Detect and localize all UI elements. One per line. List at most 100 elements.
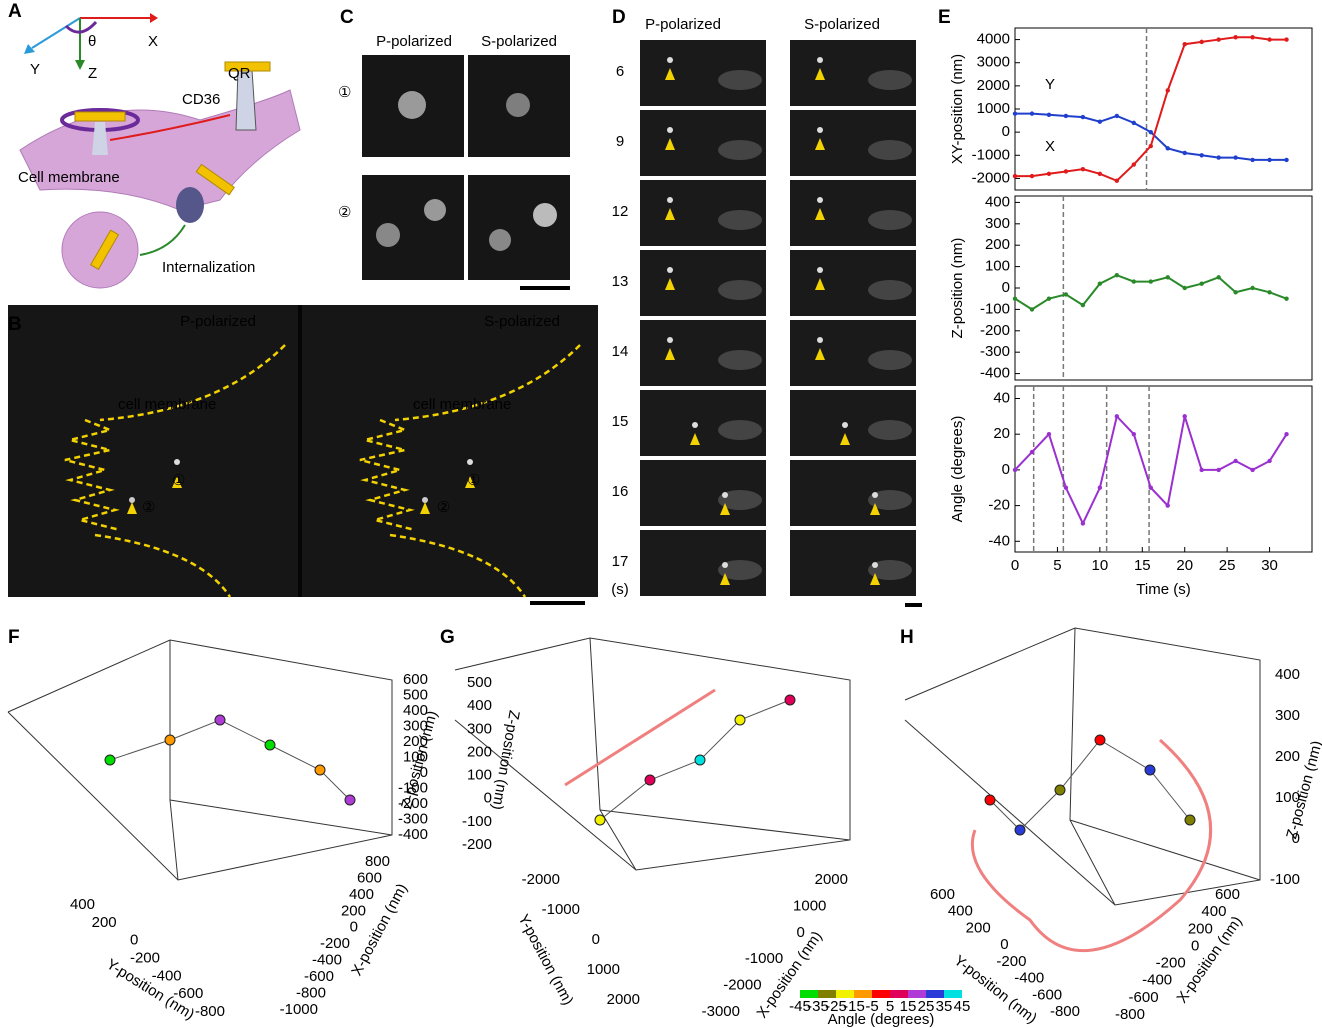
tick-label: 400 xyxy=(349,886,374,903)
label: (s) xyxy=(611,581,629,598)
cell-glow xyxy=(868,350,912,370)
tick-label: 400 xyxy=(70,896,95,913)
series-point xyxy=(1081,115,1085,119)
series-point xyxy=(1284,432,1288,436)
series-point xyxy=(1233,35,1237,39)
series-point xyxy=(1047,172,1051,176)
spot xyxy=(817,57,823,63)
tick-label: 0 xyxy=(1000,936,1008,953)
spot xyxy=(817,127,823,133)
trajectory-point xyxy=(735,715,745,725)
panel-d-images xyxy=(640,40,916,596)
series-point xyxy=(1030,174,1034,178)
spot xyxy=(817,337,823,343)
series-point xyxy=(1199,468,1203,472)
cell-glow xyxy=(868,140,912,160)
y-tick-label: -20 xyxy=(988,497,1010,514)
trajectory-point xyxy=(595,815,605,825)
tick-label: 600 xyxy=(403,671,428,688)
trajectory-point xyxy=(265,740,275,750)
series-point xyxy=(1250,35,1254,39)
label: ② xyxy=(437,499,450,516)
axis-label: Z-position (nm) xyxy=(488,709,522,811)
series-point xyxy=(1199,40,1203,44)
cell-glow xyxy=(718,140,762,160)
series-point xyxy=(1216,37,1220,41)
tick-label: -600 xyxy=(1129,989,1159,1006)
series-point xyxy=(1149,130,1153,134)
series-point xyxy=(1013,468,1017,472)
tick-label: 500 xyxy=(467,674,492,691)
series-point xyxy=(1284,296,1288,300)
series-point xyxy=(1030,450,1034,454)
series-point xyxy=(1199,282,1203,286)
label: P-polarized xyxy=(645,16,721,33)
cell-glow xyxy=(718,420,762,440)
tick-label: -400 xyxy=(1142,972,1172,989)
spot xyxy=(667,267,673,273)
series-point xyxy=(1267,37,1271,41)
series-point xyxy=(1115,414,1119,418)
tick-label: 600 xyxy=(930,886,955,903)
tick-label: 200 xyxy=(1188,920,1213,937)
tick-label: -400 xyxy=(1014,970,1044,987)
trajectory-point xyxy=(645,775,655,785)
trajectory-point xyxy=(695,755,705,765)
series-point xyxy=(1149,279,1153,283)
spot xyxy=(722,492,728,498)
trajectory-point xyxy=(1095,735,1105,745)
series-line xyxy=(1015,114,1287,160)
tick-label: -3000 xyxy=(702,1003,740,1020)
x-tick-label: 30 xyxy=(1261,557,1278,574)
y-axis-label: Angle (degrees) xyxy=(949,416,966,523)
tick-label: -200 xyxy=(1156,955,1186,972)
series-point xyxy=(1233,459,1237,463)
time-label: 16 xyxy=(612,483,629,500)
colorbar-swatch xyxy=(944,990,962,998)
tick-label: -400 xyxy=(312,952,342,969)
spot xyxy=(667,127,673,133)
label: ① xyxy=(172,472,185,489)
spot xyxy=(667,337,673,343)
plot-frame xyxy=(1015,28,1312,190)
series-point xyxy=(1098,486,1102,490)
cell-glow xyxy=(718,70,762,90)
panel-label: B xyxy=(8,314,22,335)
spot xyxy=(692,422,698,428)
trajectory-point xyxy=(165,735,175,745)
label: cell membrane xyxy=(413,396,511,413)
cell-glow xyxy=(868,280,912,300)
trajectory-point xyxy=(1015,825,1025,835)
tick-label: -400 xyxy=(398,826,428,843)
trajectory-point xyxy=(215,715,225,725)
label: ② xyxy=(142,499,155,516)
y-tick-label: -1000 xyxy=(972,146,1010,163)
x-tick-label: 10 xyxy=(1092,557,1109,574)
plot-frame xyxy=(1015,196,1312,380)
trajectory xyxy=(990,740,1190,830)
tick-label: -1000 xyxy=(542,901,580,918)
y-tick-label: -100 xyxy=(980,300,1010,317)
x-tick-label: 25 xyxy=(1219,557,1236,574)
cell-glow xyxy=(868,70,912,90)
legend-label: Y xyxy=(1045,76,1055,93)
trajectory-point xyxy=(1055,785,1065,795)
label: cell membrane xyxy=(118,396,216,413)
label: S-polarized xyxy=(481,33,557,50)
tick-label: 200 xyxy=(341,902,366,919)
tick-label: -800 xyxy=(1050,1003,1080,1020)
label: S-polarized xyxy=(804,16,880,33)
tick-label: 600 xyxy=(1215,886,1240,903)
tick-label: -100 xyxy=(462,813,492,830)
tick-label: -100 xyxy=(1270,871,1300,888)
colorbar-swatch xyxy=(836,990,854,998)
series-point xyxy=(1132,279,1136,283)
colorbar-swatch xyxy=(818,990,836,998)
series-point xyxy=(1030,307,1034,311)
x-tick-label: 15 xyxy=(1134,557,1151,574)
label: P-polarized xyxy=(180,313,256,330)
series-point xyxy=(1183,414,1187,418)
trajectory-point xyxy=(985,795,995,805)
panel-label: F xyxy=(8,627,20,648)
y-tick-label: 0 xyxy=(1002,123,1010,140)
